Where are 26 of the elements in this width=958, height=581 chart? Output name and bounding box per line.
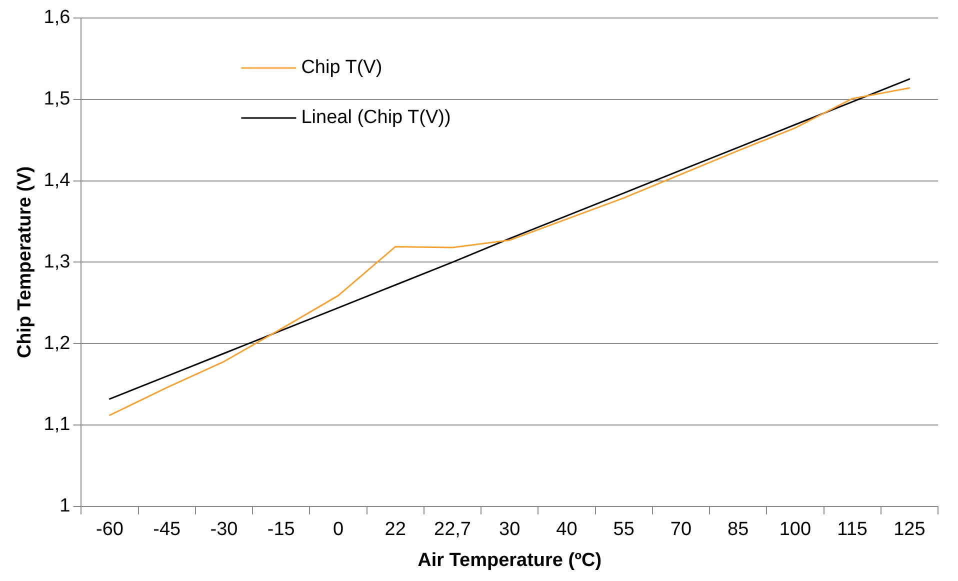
x-tick-label: 85 xyxy=(728,519,749,540)
x-tick-label: 100 xyxy=(779,519,812,540)
x-tick-label: -15 xyxy=(267,519,295,540)
x-tick-label: 70 xyxy=(670,519,692,540)
y-tick-label: 1,3 xyxy=(44,251,70,272)
x-tick-label: 0 xyxy=(332,519,344,540)
x-tick-label: 22 xyxy=(384,519,406,540)
legend-label: Chip T(V) xyxy=(301,57,382,78)
x-tick-label: 55 xyxy=(613,519,634,540)
y-tick-label: 1,4 xyxy=(44,170,71,192)
x-tick-label: 115 xyxy=(837,519,868,540)
x-tick-label: -45 xyxy=(153,519,181,540)
y-tick-label: 1,2 xyxy=(44,332,70,354)
y-tick-label: 1,5 xyxy=(44,88,70,110)
x-tick-label: 40 xyxy=(556,519,578,540)
x-axis-title: Air Temperature (ºC) xyxy=(418,550,602,571)
x-tick-label: 125 xyxy=(894,519,926,540)
y-tick-label: 1 xyxy=(60,496,70,517)
y-axis-title: Chip Temperature (V) xyxy=(14,166,36,358)
y-tick-label: 1,1 xyxy=(44,414,70,436)
legend-label: Lineal (Chip T(V)) xyxy=(301,107,451,128)
y-tick-label: 1,6 xyxy=(44,7,70,28)
x-tick-label: 30 xyxy=(499,519,520,540)
x-tick-label: 22,7 xyxy=(434,519,471,540)
x-tick-label: -30 xyxy=(210,519,238,540)
x-tick-label: -60 xyxy=(96,519,124,540)
